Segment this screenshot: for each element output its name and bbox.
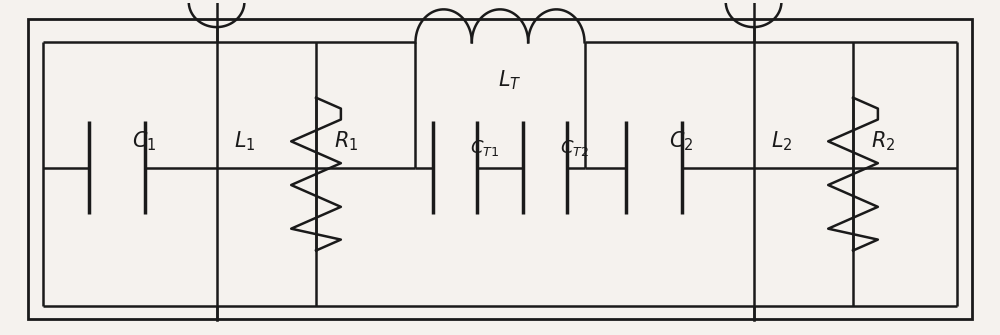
Text: $L_{T}$: $L_{T}$ (498, 69, 522, 92)
Text: $C_{2}$: $C_{2}$ (669, 129, 694, 153)
Text: $C_{T2}$: $C_{T2}$ (560, 138, 589, 158)
Text: $C_{1}$: $C_{1}$ (132, 129, 157, 153)
Text: $R_{2}$: $R_{2}$ (871, 129, 895, 153)
Text: $C_{T1}$: $C_{T1}$ (470, 138, 499, 158)
Text: $L_{2}$: $L_{2}$ (771, 129, 793, 153)
Text: $R_{1}$: $R_{1}$ (334, 129, 358, 153)
Text: $L_{1}$: $L_{1}$ (234, 129, 256, 153)
